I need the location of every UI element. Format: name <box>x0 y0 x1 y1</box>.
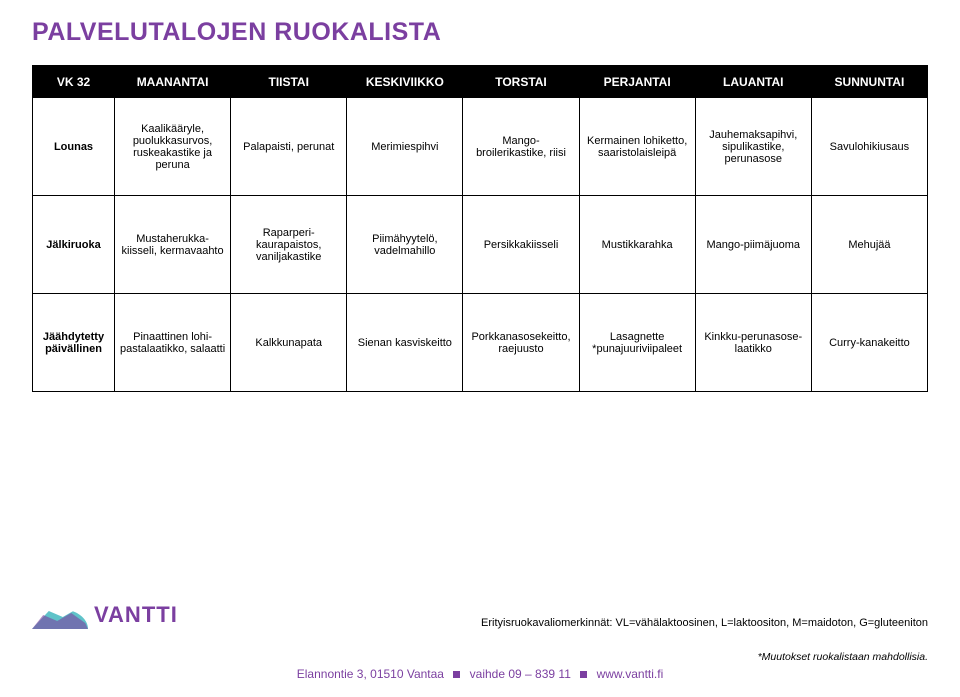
header-day: SUNNUNTAI <box>811 66 927 98</box>
menu-cell: Jauhemaksapihvi, sipulikastike, perunaso… <box>695 98 811 196</box>
menu-cell: Pinaattinen lohi-pastalaatikko, salaatti <box>115 294 231 392</box>
footer: VANTTI Erityisruokavaliomerkinnät: VL=vä… <box>32 601 928 681</box>
table-row: Jäähdytetty päivällinen Pinaattinen lohi… <box>33 294 928 392</box>
menu-cell: Palapaisti, perunat <box>231 98 347 196</box>
menu-cell: Kermainen lohiketto, saaristolaisleipä <box>579 98 695 196</box>
menu-cell: Mustikkarahka <box>579 196 695 294</box>
menu-table: VK 32 MAANANTAI TIISTAI KESKIVIIKKO TORS… <box>32 65 928 392</box>
menu-cell: Mehujää <box>811 196 927 294</box>
separator-icon <box>453 671 460 678</box>
menu-cell: Persikkakiisseli <box>463 196 579 294</box>
header-day: MAANANTAI <box>115 66 231 98</box>
menu-cell: Piimähyytelö, vadelmahillo <box>347 196 463 294</box>
page-container: PALVELUTALOJEN RUOKALISTA VK 32 MAANANTA… <box>0 0 960 392</box>
menu-cell: Kaalikääryle, puolukkasurvos, ruskeakast… <box>115 98 231 196</box>
header-day: PERJANTAI <box>579 66 695 98</box>
page-title: PALVELUTALOJEN RUOKALISTA <box>32 18 928 47</box>
menu-cell: Kinkku-perunasose-laatikko <box>695 294 811 392</box>
contact-line: Elannontie 3, 01510 Vantaa vaihde 09 – 8… <box>32 667 928 681</box>
wing-icon <box>32 601 88 629</box>
table-row: Jälkiruoka Mustaherukka-kiisseli, kermav… <box>33 196 928 294</box>
menu-cell: Mustaherukka-kiisseli, kermavaahto <box>115 196 231 294</box>
menu-cell: Porkkanasosekeitto, raejuusto <box>463 294 579 392</box>
menu-cell: Kalkkunapata <box>231 294 347 392</box>
menu-cell: Lasagnette *punajuuriviipaleet <box>579 294 695 392</box>
row-label-paivallinen: Jäähdytetty päivällinen <box>33 294 115 392</box>
contact-url: www.vantti.fi <box>597 667 664 681</box>
header-day: KESKIVIIKKO <box>347 66 463 98</box>
menu-cell: Savulohikiusaus <box>811 98 927 196</box>
diet-legend: Erityisruokavaliomerkinnät: VL=vähälakto… <box>481 617 928 629</box>
menu-cell: Mango-broilerikastike, riisi <box>463 98 579 196</box>
menu-cell: Merimiespihvi <box>347 98 463 196</box>
menu-cell: Raparperi-kaurapaistos, vaniljakastike <box>231 196 347 294</box>
brand-logo-text: VANTTI <box>94 602 178 628</box>
brand-logo: VANTTI <box>32 601 178 629</box>
header-day: TORSTAI <box>463 66 579 98</box>
row-label-lounas: Lounas <box>33 98 115 196</box>
header-week: VK 32 <box>33 66 115 98</box>
contact-phone: vaihde 09 – 839 11 <box>470 667 571 681</box>
footer-top-row: VANTTI Erityisruokavaliomerkinnät: VL=vä… <box>32 601 928 629</box>
header-day: TIISTAI <box>231 66 347 98</box>
table-header: VK 32 MAANANTAI TIISTAI KESKIVIIKKO TORS… <box>33 66 928 98</box>
contact-address: Elannontie 3, 01510 Vantaa <box>297 667 444 681</box>
header-day: LAUANTAI <box>695 66 811 98</box>
table-row: Lounas Kaalikääryle, puolukkasurvos, rus… <box>33 98 928 196</box>
disclaimer-text: *Muutokset ruokalistaan mahdollisia. <box>32 651 928 663</box>
menu-cell: Sienan kasviskeitto <box>347 294 463 392</box>
menu-cell: Curry-kanakeitto <box>811 294 927 392</box>
row-label-jalkiruoka: Jälkiruoka <box>33 196 115 294</box>
menu-cell: Mango-piimäjuoma <box>695 196 811 294</box>
separator-icon <box>580 671 587 678</box>
